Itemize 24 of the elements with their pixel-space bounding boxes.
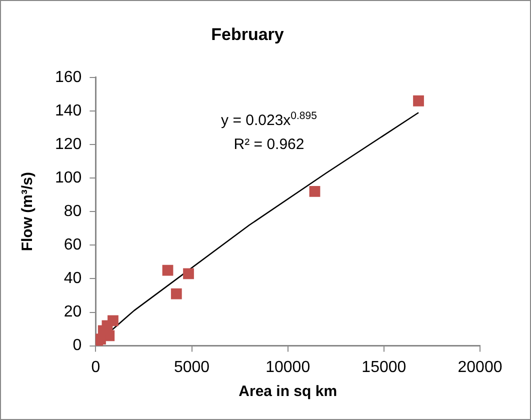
y-tick-label: 0 — [72, 337, 82, 354]
x-tick-label: 15000 — [362, 358, 406, 376]
y-tick-label: 120 — [54, 136, 82, 153]
y-tick-label: 20 — [64, 304, 82, 321]
x-tick-label: 0 — [91, 358, 100, 376]
y-tick-label: 100 — [54, 169, 82, 186]
x-tick-label: 5000 — [174, 358, 210, 376]
point — [183, 268, 194, 280]
x-tick-label: 10000 — [266, 358, 310, 376]
y-tick-label: 140 — [54, 102, 82, 120]
y-tick-label: 60 — [64, 236, 82, 254]
y-tick-label: 80 — [64, 203, 82, 220]
x-tick-label: 20000 — [458, 358, 502, 376]
y-axis-title: Flow (m³/s) — [19, 172, 36, 252]
point — [96, 334, 106, 345]
annotation: R² = 0.962 — [234, 136, 304, 153]
point — [413, 95, 424, 106]
chart-title: February — [211, 24, 284, 44]
y-tick-label: 160 — [54, 68, 82, 86]
x-axis-title: Area in sq km — [238, 383, 338, 400]
point — [162, 264, 174, 276]
point — [170, 288, 182, 300]
y-tick-label: 40 — [64, 270, 82, 288]
point — [309, 186, 320, 197]
